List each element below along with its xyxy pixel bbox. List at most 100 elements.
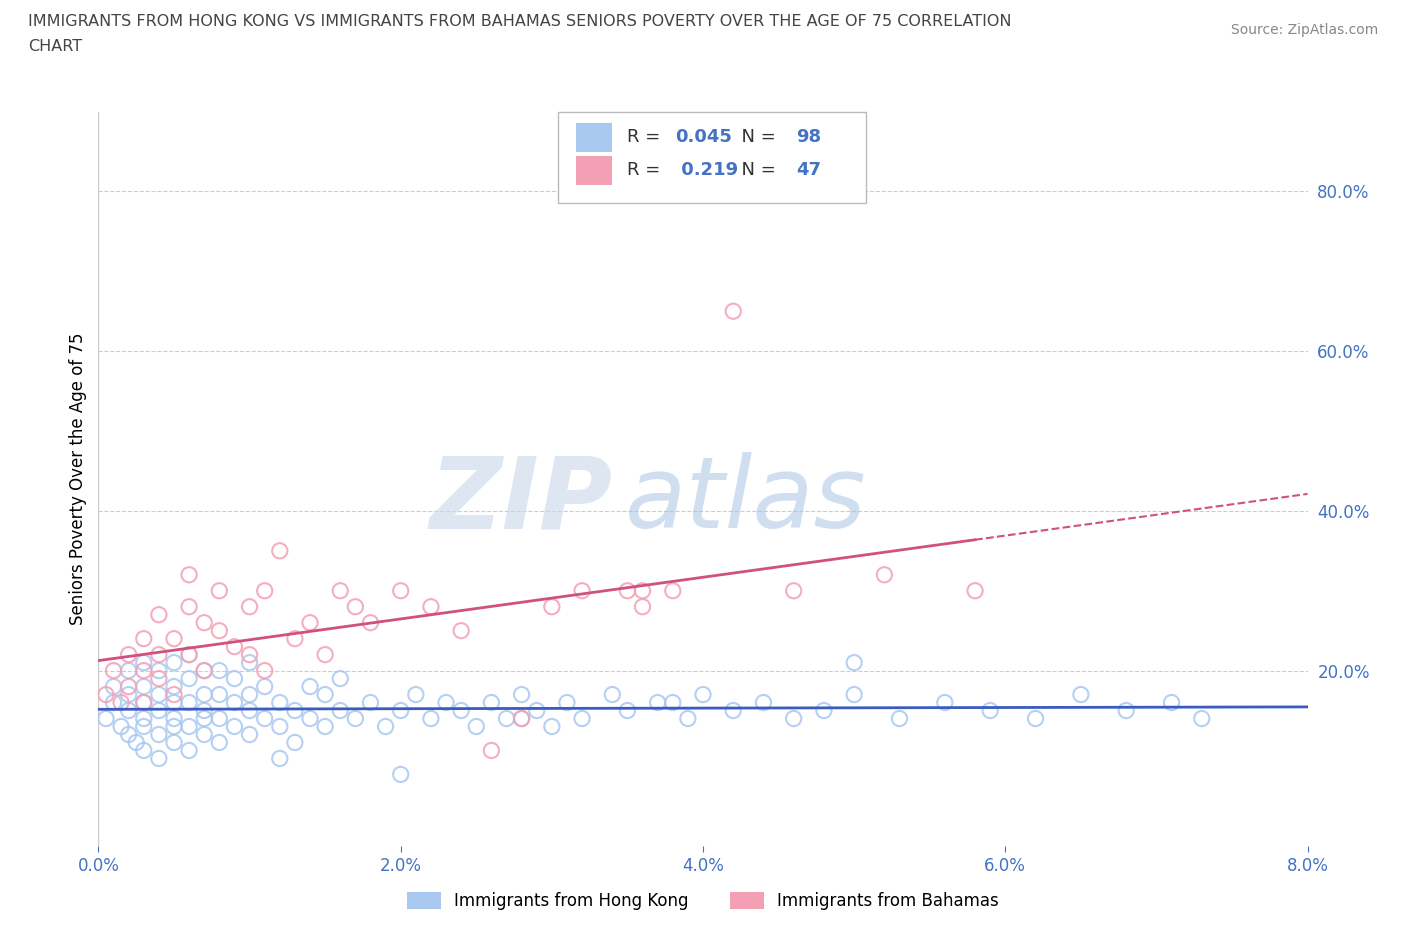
Point — [239, 703, 262, 718]
Point — [1070, 687, 1092, 702]
Point — [125, 735, 148, 750]
Point — [269, 719, 291, 734]
Point — [239, 727, 262, 742]
Point — [118, 687, 141, 702]
Point — [616, 703, 638, 718]
Point — [540, 719, 562, 734]
Point — [148, 727, 170, 742]
Point — [118, 679, 141, 694]
Point — [979, 703, 1001, 718]
Point — [110, 695, 132, 710]
Legend: Immigrants from Hong Kong, Immigrants from Bahamas: Immigrants from Hong Kong, Immigrants fr… — [401, 885, 1005, 917]
Point — [481, 743, 503, 758]
Point — [163, 695, 186, 710]
Text: N =: N = — [730, 162, 782, 179]
Point — [239, 687, 262, 702]
Point — [224, 671, 246, 686]
Point — [723, 304, 745, 319]
Text: 0.045: 0.045 — [675, 128, 733, 146]
Point — [723, 703, 745, 718]
Point — [389, 583, 412, 598]
Point — [179, 719, 201, 734]
Text: atlas: atlas — [624, 453, 866, 550]
Point — [118, 703, 141, 718]
Point — [555, 695, 578, 710]
Point — [844, 656, 866, 671]
Point — [103, 663, 125, 678]
Point — [783, 583, 806, 598]
Point — [132, 631, 155, 646]
Text: IMMIGRANTS FROM HONG KONG VS IMMIGRANTS FROM BAHAMAS SENIORS POVERTY OVER THE AG: IMMIGRANTS FROM HONG KONG VS IMMIGRANTS … — [28, 14, 1012, 29]
Point — [224, 695, 246, 710]
Point — [389, 767, 412, 782]
Point — [132, 695, 155, 710]
FancyBboxPatch shape — [576, 123, 613, 152]
Point — [179, 647, 201, 662]
Point — [1160, 695, 1182, 710]
Point — [148, 647, 170, 662]
Text: N =: N = — [730, 128, 782, 146]
Point — [193, 663, 215, 678]
Text: ZIP: ZIP — [429, 453, 613, 550]
Point — [239, 656, 262, 671]
Point — [752, 695, 775, 710]
Point — [329, 671, 352, 686]
Point — [329, 703, 352, 718]
Point — [224, 719, 246, 734]
Point — [163, 687, 186, 702]
Point — [284, 631, 307, 646]
Point — [132, 663, 155, 678]
Point — [934, 695, 956, 710]
Point — [208, 623, 231, 638]
Point — [465, 719, 488, 734]
Point — [193, 727, 215, 742]
Point — [224, 639, 246, 654]
Point — [434, 695, 457, 710]
Point — [253, 663, 276, 678]
Point — [420, 711, 443, 726]
Point — [692, 687, 714, 702]
Point — [163, 631, 186, 646]
Point — [420, 599, 443, 614]
Point — [239, 599, 262, 614]
Point — [571, 583, 593, 598]
Point — [631, 599, 654, 614]
Point — [94, 687, 117, 702]
Point — [540, 599, 562, 614]
Point — [118, 663, 141, 678]
Point — [179, 599, 201, 614]
Point — [163, 711, 186, 726]
Point — [269, 543, 291, 558]
Point — [1115, 703, 1137, 718]
Point — [239, 647, 262, 662]
Point — [299, 679, 322, 694]
Point — [193, 663, 215, 678]
Point — [299, 711, 322, 726]
Text: Source: ZipAtlas.com: Source: ZipAtlas.com — [1230, 23, 1378, 37]
Point — [208, 711, 231, 726]
Text: R =: R = — [627, 162, 666, 179]
Point — [481, 695, 503, 710]
Point — [329, 583, 352, 598]
Point — [132, 695, 155, 710]
Y-axis label: Seniors Poverty Over the Age of 75: Seniors Poverty Over the Age of 75 — [69, 333, 87, 625]
Point — [813, 703, 835, 718]
Point — [103, 679, 125, 694]
Point — [602, 687, 624, 702]
Text: CHART: CHART — [28, 39, 82, 54]
Point — [526, 703, 548, 718]
Point — [148, 687, 170, 702]
Point — [269, 695, 291, 710]
Point — [965, 583, 987, 598]
Point — [1191, 711, 1213, 726]
Point — [148, 671, 170, 686]
Point — [1025, 711, 1047, 726]
Point — [450, 703, 472, 718]
Point — [148, 703, 170, 718]
Text: 47: 47 — [796, 162, 821, 179]
Point — [94, 711, 117, 726]
Point — [208, 663, 231, 678]
Point — [208, 735, 231, 750]
Point — [374, 719, 396, 734]
Point — [132, 711, 155, 726]
